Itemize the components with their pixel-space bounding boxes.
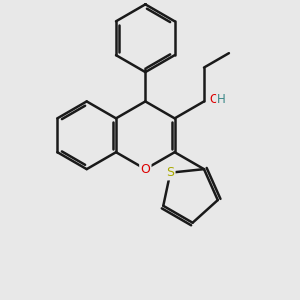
Text: O: O bbox=[140, 163, 150, 176]
Text: H: H bbox=[217, 93, 226, 106]
Text: S: S bbox=[166, 166, 174, 179]
Text: O: O bbox=[210, 93, 219, 106]
